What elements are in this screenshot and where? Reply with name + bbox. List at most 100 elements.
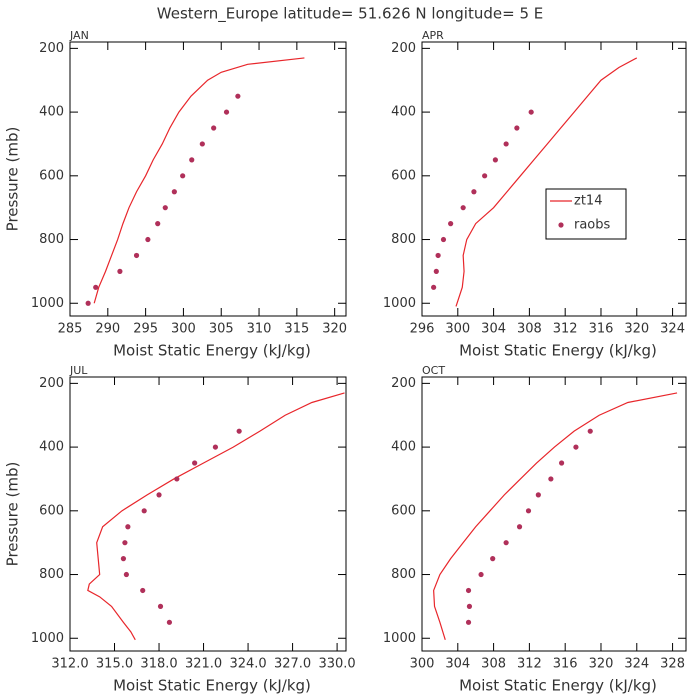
y-tick-label: 800	[39, 232, 64, 247]
raob-point	[93, 284, 99, 290]
x-tick-label: 324	[624, 657, 649, 672]
x-tick-label: 327.0	[274, 657, 311, 672]
legend-marker	[558, 222, 564, 228]
x-tick-label: 296	[410, 322, 435, 337]
raob-point	[503, 540, 509, 546]
raob-point	[448, 221, 454, 227]
raob-point	[525, 508, 532, 514]
raob-point	[140, 587, 146, 594]
y-axis-label: Pressure (mb)	[4, 127, 22, 232]
raob-point	[133, 252, 140, 259]
raob-point	[117, 268, 123, 274]
x-tick-label: 308	[481, 657, 506, 672]
raob-point	[189, 157, 195, 163]
y-tick-label: 600	[391, 168, 416, 183]
raob-point	[145, 236, 151, 243]
raob-point	[236, 428, 242, 434]
legend-label: zt14	[574, 194, 602, 209]
y-tick-label: 200	[39, 376, 64, 391]
x-tick-label: 312.0	[51, 657, 88, 672]
x-tick-label: 304	[445, 657, 470, 672]
y-tick-label: 1000	[383, 296, 416, 311]
raob-point	[573, 444, 579, 450]
raob-point	[466, 603, 473, 609]
y-tick-label: 200	[39, 41, 64, 56]
raob-point	[482, 173, 488, 179]
x-tick-label: 316	[589, 322, 614, 337]
x-tick-label: 320	[589, 657, 614, 672]
x-tick-label: 304	[481, 322, 506, 337]
y-tick-label: 800	[39, 567, 64, 582]
y-tick-label: 800	[391, 567, 416, 582]
x-tick-label: 330.0	[318, 657, 355, 672]
raob-point	[516, 524, 523, 530]
x-tick-label: 300	[410, 657, 435, 672]
raob-point	[212, 444, 219, 450]
raob-point	[166, 619, 173, 625]
y-tick-label: 400	[39, 440, 64, 455]
profile-line	[455, 57, 638, 307]
raob-point	[465, 619, 472, 625]
y-tick-label: 600	[39, 503, 64, 518]
y-tick-label: 400	[391, 105, 416, 120]
x-tick-label: 320	[624, 322, 649, 337]
plot-frame	[69, 41, 347, 317]
raob-point	[171, 189, 177, 195]
raob-point	[141, 508, 147, 514]
raob-point	[180, 173, 186, 179]
x-tick-label: 321.0	[185, 657, 222, 672]
plot-frame	[421, 41, 687, 317]
x-tick-label: 324	[660, 322, 685, 337]
raob-point	[123, 571, 129, 578]
x-axis-label: Moist Static Energy (kJ/kg)	[113, 677, 311, 695]
legend-label: raobs	[574, 218, 611, 233]
raob-point	[155, 221, 161, 227]
raob-point	[514, 125, 520, 131]
x-axis-label: Moist Static Energy (kJ/kg)	[113, 342, 311, 360]
raob-point	[548, 476, 554, 482]
raob-point	[587, 428, 593, 434]
y-tick-label: 600	[39, 168, 64, 183]
panel-label: JAN	[69, 29, 89, 42]
x-axis-label: Moist Static Energy (kJ/kg)	[459, 342, 657, 360]
raob-point	[122, 540, 128, 546]
x-axis-label: Moist Static Energy (kJ/kg)	[459, 677, 657, 695]
raob-point	[528, 109, 534, 115]
profile-line	[93, 57, 305, 304]
raob-point	[192, 460, 198, 466]
x-tick-label: 300	[171, 322, 196, 337]
y-tick-label: 200	[391, 41, 416, 56]
y-axis-label: Pressure (mb)	[4, 462, 22, 567]
y-tick-label: 200	[391, 376, 416, 391]
raob-point	[174, 476, 180, 482]
raob-point	[471, 189, 477, 195]
raob-point	[199, 141, 205, 147]
x-tick-label: 300	[445, 322, 470, 337]
x-tick-label: 290	[95, 322, 120, 337]
x-tick-label: 324.0	[229, 657, 266, 672]
x-tick-label: 295	[133, 322, 158, 337]
raob-point	[440, 236, 447, 243]
x-tick-label: 285	[58, 322, 83, 337]
x-tick-label: 308	[517, 322, 542, 337]
raob-point	[559, 460, 565, 466]
y-tick-label: 600	[391, 503, 416, 518]
raob-point	[162, 205, 168, 211]
raob-point	[478, 571, 484, 578]
raob-point	[431, 284, 437, 290]
x-tick-label: 305	[209, 322, 234, 337]
x-tick-label: 320	[322, 322, 347, 337]
panel-label: OCT	[422, 364, 445, 377]
x-tick-label: 312	[517, 657, 542, 672]
plot-frame	[69, 376, 347, 652]
x-tick-label: 318.0	[140, 657, 177, 672]
profile-line	[433, 392, 678, 641]
panel-label: JUL	[69, 364, 88, 377]
raob-point	[125, 524, 131, 530]
y-tick-label: 1000	[31, 296, 64, 311]
raob-point	[490, 556, 496, 562]
raob-point	[460, 205, 466, 211]
x-tick-label: 315	[284, 322, 309, 337]
